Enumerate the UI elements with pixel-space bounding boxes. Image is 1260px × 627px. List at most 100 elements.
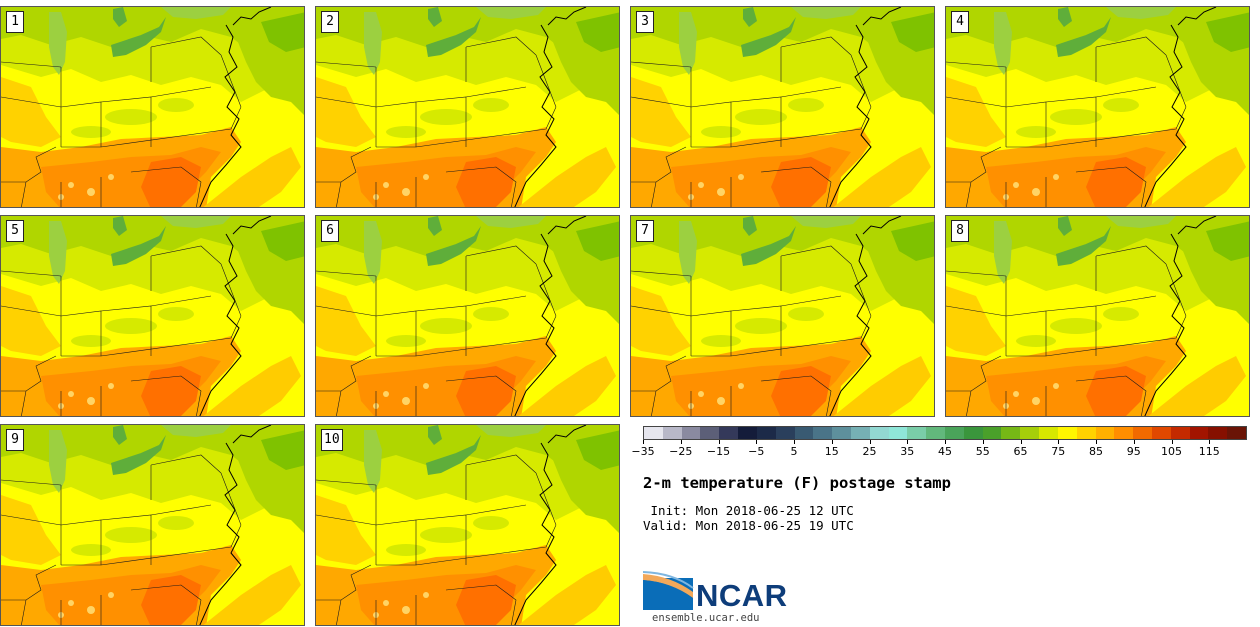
colorbar-tick-label: 115 bbox=[1198, 445, 1220, 458]
colorbar-swatch bbox=[1001, 427, 1021, 439]
colorbar-swatch bbox=[1020, 427, 1040, 439]
colorbar-tick-label: −35 bbox=[631, 445, 655, 458]
stamp-number: 8 bbox=[951, 220, 969, 242]
colorbar-swatch bbox=[794, 427, 814, 439]
colorbar-tick bbox=[1171, 440, 1173, 444]
site-url[interactable]: ensemble.ucar.edu bbox=[652, 612, 760, 624]
colorbar-swatch bbox=[1095, 427, 1115, 439]
colorbar-swatch bbox=[775, 427, 795, 439]
colorbar-tick bbox=[718, 440, 720, 444]
colorbar-tick bbox=[831, 440, 833, 444]
colorbar-swatch bbox=[1208, 427, 1228, 439]
colorbar-swatch bbox=[1170, 427, 1190, 439]
colorbar-tick bbox=[1096, 440, 1097, 444]
stamp-map bbox=[316, 425, 620, 626]
colorbar-tick bbox=[1058, 440, 1060, 444]
colorbar-tick-label: 25 bbox=[862, 445, 877, 458]
stamp-number: 4 bbox=[951, 11, 969, 33]
colorbar-tick-label: −5 bbox=[748, 445, 765, 458]
colorbar-swatch bbox=[888, 427, 908, 439]
colorbar-tick-label: 85 bbox=[1089, 445, 1103, 458]
colorbar-tick-label: 105 bbox=[1161, 445, 1182, 458]
stamp-number: 1 bbox=[6, 11, 24, 33]
stamp-number: 3 bbox=[636, 11, 654, 33]
stamp-9: 9 bbox=[0, 424, 305, 626]
colorbar-swatch bbox=[1227, 427, 1246, 439]
colorbar-swatch bbox=[982, 427, 1002, 439]
colorbar-tick-label: 15 bbox=[824, 445, 839, 458]
colorbar-tick-label: −25 bbox=[669, 445, 693, 458]
colorbar-tick bbox=[945, 440, 946, 444]
colorbar-swatch bbox=[945, 427, 964, 439]
colorbar-tick-label: 35 bbox=[900, 445, 915, 458]
colorbar-tick bbox=[982, 440, 984, 444]
stamp-map bbox=[946, 7, 1250, 208]
ncar-wordmark: NCAR bbox=[696, 578, 788, 613]
colorbar-tick bbox=[794, 440, 795, 444]
colorbar-tick-labels: −35 −25 −15 −5 5 15 25 35 45 55 65 75 85 95 105 115 bbox=[631, 440, 1247, 462]
colorbar-swatch bbox=[1057, 427, 1077, 439]
stamp-number: 9 bbox=[6, 429, 24, 451]
colorbar-tick bbox=[756, 440, 758, 444]
stamp-map bbox=[946, 216, 1250, 417]
stamp-map bbox=[1, 425, 305, 626]
stamp-3: 3 bbox=[630, 6, 935, 208]
temperature-colorbar bbox=[643, 426, 1247, 440]
stamp-2: 2 bbox=[315, 6, 620, 208]
colorbar-swatch bbox=[1151, 427, 1171, 439]
colorbar-swatch bbox=[1133, 427, 1152, 439]
colorbar-tick-label: 55 bbox=[975, 445, 990, 458]
colorbar-swatch bbox=[700, 427, 720, 439]
colorbar-tick-label: 75 bbox=[1051, 445, 1066, 458]
colorbar-tick bbox=[1133, 440, 1135, 444]
colorbar-swatch bbox=[850, 427, 870, 439]
colorbar-tick-label: 5 bbox=[790, 445, 798, 458]
stamp-number: 6 bbox=[321, 220, 339, 242]
stamp-8: 8 bbox=[945, 215, 1250, 417]
colorbar-swatch bbox=[926, 427, 945, 439]
colorbar-swatch bbox=[832, 427, 851, 439]
colorbar-tick bbox=[1209, 440, 1211, 444]
colorbar-swatch bbox=[756, 427, 776, 439]
colorbar-swatch bbox=[963, 427, 983, 439]
colorbar-tick bbox=[907, 440, 909, 444]
stamp-7: 7 bbox=[630, 215, 935, 417]
colorbar-swatch bbox=[738, 427, 757, 439]
stamp-10: 10 bbox=[315, 424, 620, 626]
colorbar-swatch bbox=[662, 427, 682, 439]
colorbar-swatch bbox=[644, 427, 663, 439]
stamp-6: 6 bbox=[315, 215, 620, 417]
stamp-1: 1 bbox=[0, 6, 305, 208]
stamp-number: 5 bbox=[6, 220, 24, 242]
colorbar-swatch bbox=[907, 427, 927, 439]
colorbar-swatch bbox=[719, 427, 739, 439]
stamp-number: 7 bbox=[636, 220, 654, 242]
stamp-map bbox=[631, 216, 935, 417]
stamp-number: 10 bbox=[321, 429, 343, 451]
colorbar-swatch bbox=[1114, 427, 1134, 439]
stamp-map bbox=[1, 7, 305, 208]
colorbar-swatch bbox=[1076, 427, 1096, 439]
stamp-5: 5 bbox=[0, 215, 305, 417]
colorbar-tick-label: 45 bbox=[938, 445, 952, 458]
ncar-logo-icon bbox=[643, 571, 694, 610]
stamp-4: 4 bbox=[945, 6, 1250, 208]
colorbar-tick-label: 65 bbox=[1013, 445, 1028, 458]
colorbar-swatch bbox=[681, 427, 701, 439]
product-title: 2-m temperature (F) postage stamp bbox=[643, 474, 951, 492]
colorbar-tick-label: −15 bbox=[706, 445, 731, 458]
stamp-map bbox=[631, 7, 935, 208]
colorbar-tick bbox=[643, 440, 644, 444]
init-time: Init: Mon 2018-06-25 12 UTC bbox=[643, 503, 854, 518]
colorbar-tick bbox=[680, 440, 682, 444]
colorbar-swatch bbox=[869, 427, 889, 439]
colorbar-swatch bbox=[1039, 427, 1058, 439]
colorbar-tick bbox=[1020, 440, 1022, 444]
valid-time: Valid: Mon 2018-06-25 19 UTC bbox=[643, 518, 854, 533]
stamp-map bbox=[316, 7, 620, 208]
stamp-map bbox=[316, 216, 620, 417]
colorbar-swatch bbox=[813, 427, 833, 439]
colorbar-tick bbox=[869, 440, 871, 444]
stamp-number: 2 bbox=[321, 11, 339, 33]
stamp-map bbox=[1, 216, 305, 417]
